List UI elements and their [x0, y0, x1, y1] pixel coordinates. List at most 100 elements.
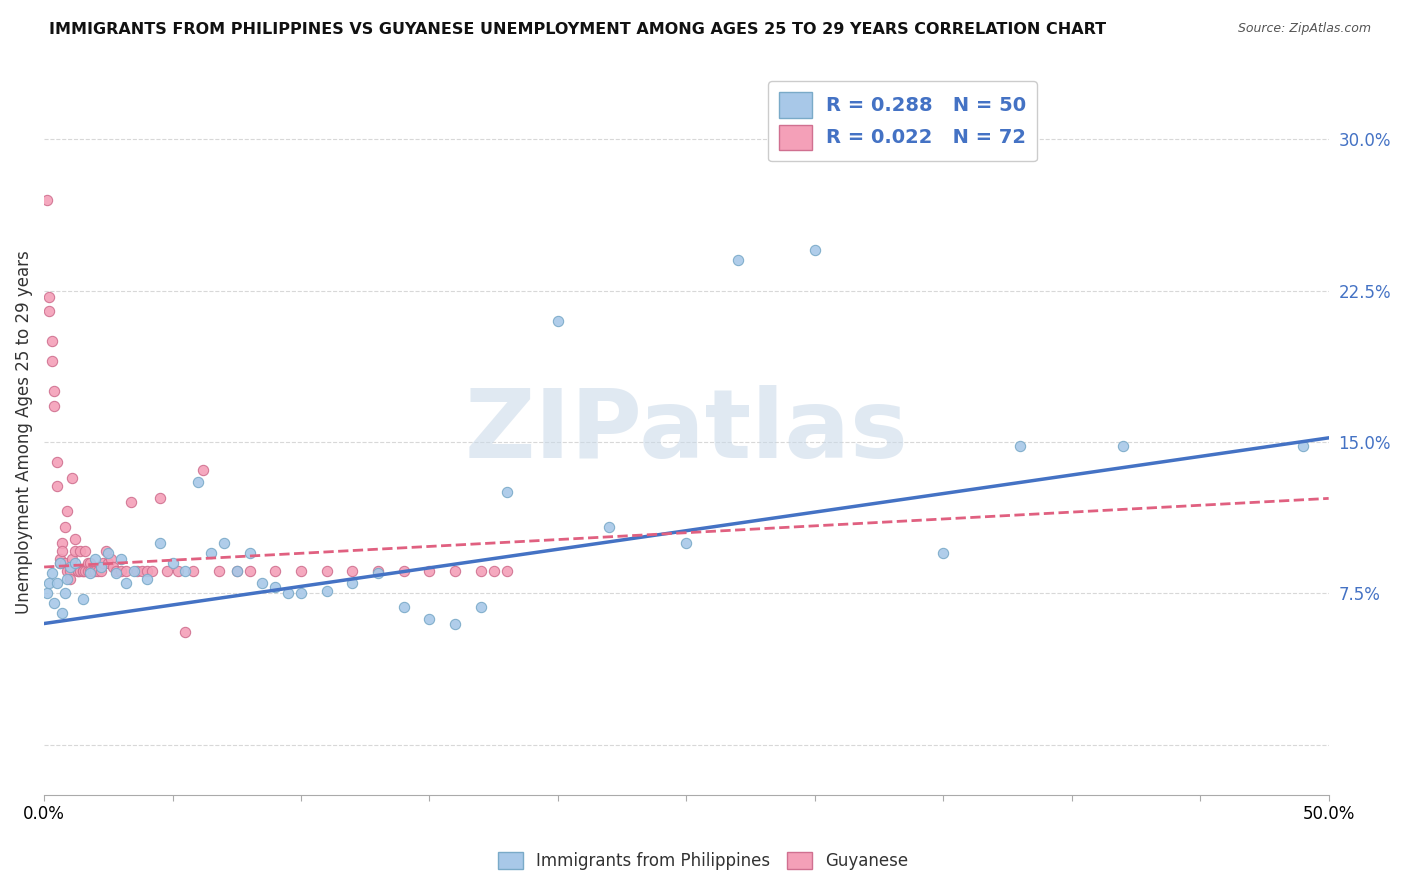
Point	[120, 495, 142, 509]
Point	[367, 564, 389, 578]
Point	[367, 566, 389, 580]
Point	[41, 566, 63, 580]
Point	[66, 564, 89, 578]
Point	[239, 546, 262, 560]
Point	[162, 556, 184, 570]
Point	[41, 354, 63, 368]
Point	[51, 544, 73, 558]
Point	[342, 576, 364, 591]
Point	[35, 193, 58, 207]
Point	[48, 556, 70, 570]
Point	[72, 564, 94, 578]
Point	[125, 564, 148, 578]
Point	[38, 576, 60, 591]
Point	[76, 564, 98, 578]
Point	[115, 564, 138, 578]
Text: ZIPatlas: ZIPatlas	[464, 385, 908, 478]
Point	[115, 576, 138, 591]
Point	[59, 564, 82, 578]
Point	[315, 564, 337, 578]
Text: Source: ZipAtlas.com: Source: ZipAtlas.com	[1237, 22, 1371, 36]
Point	[48, 556, 70, 570]
Point	[53, 586, 76, 600]
Point	[149, 536, 172, 550]
Point	[94, 544, 117, 558]
Point	[38, 303, 60, 318]
Point	[63, 544, 86, 558]
Point	[239, 564, 262, 578]
Point	[63, 532, 86, 546]
Point	[46, 576, 69, 591]
Point	[41, 334, 63, 348]
Point	[84, 564, 107, 578]
Text: IMMIGRANTS FROM PHILIPPINES VS GUYANESE UNEMPLOYMENT AMONG AGES 25 TO 29 YEARS C: IMMIGRANTS FROM PHILIPPINES VS GUYANESE …	[49, 22, 1107, 37]
Point	[66, 564, 89, 578]
Point	[75, 544, 97, 558]
Point	[122, 564, 145, 578]
Point	[444, 564, 467, 578]
Point	[100, 552, 122, 566]
Legend: R = 0.288   N = 50, R = 0.022   N = 72: R = 0.288 N = 50, R = 0.022 N = 72	[768, 81, 1038, 161]
Point	[727, 253, 749, 268]
Point	[290, 586, 312, 600]
Point	[59, 560, 82, 574]
Point	[53, 519, 76, 533]
Point	[166, 564, 188, 578]
Point	[264, 580, 287, 594]
Point	[1112, 439, 1135, 453]
Point	[212, 536, 235, 550]
Point	[1010, 439, 1032, 453]
Point	[470, 600, 492, 615]
Point	[105, 564, 128, 578]
Point	[181, 564, 204, 578]
Point	[75, 564, 97, 578]
Point	[131, 564, 153, 578]
Point	[1292, 439, 1315, 453]
Point	[69, 544, 91, 558]
Point	[82, 564, 104, 578]
Point	[208, 564, 231, 578]
Point	[135, 572, 157, 586]
Point	[804, 243, 827, 257]
Legend: Immigrants from Philippines, Guyanese: Immigrants from Philippines, Guyanese	[492, 847, 914, 875]
Point	[38, 289, 60, 303]
Point	[110, 564, 132, 578]
Point	[392, 600, 415, 615]
Point	[156, 564, 179, 578]
Point	[56, 503, 79, 517]
Y-axis label: Unemployment Among Ages 25 to 29 years: Unemployment Among Ages 25 to 29 years	[15, 250, 32, 614]
Point	[315, 584, 337, 599]
Point	[110, 552, 132, 566]
Point	[56, 564, 79, 578]
Point	[72, 592, 94, 607]
Point	[547, 314, 569, 328]
Point	[444, 616, 467, 631]
Point	[105, 566, 128, 580]
Point	[392, 564, 415, 578]
Point	[252, 576, 274, 591]
Point	[598, 519, 620, 533]
Point	[225, 564, 247, 578]
Point	[932, 546, 955, 560]
Point	[84, 552, 107, 566]
Point	[44, 384, 66, 399]
Point	[53, 556, 76, 570]
Point	[418, 564, 440, 578]
Point	[44, 596, 66, 610]
Point	[60, 471, 83, 485]
Point	[90, 560, 112, 574]
Point	[46, 479, 69, 493]
Point	[59, 572, 82, 586]
Point	[193, 463, 215, 477]
Point	[69, 564, 91, 578]
Point	[48, 552, 70, 566]
Point	[90, 564, 112, 578]
Point	[495, 564, 517, 578]
Point	[79, 566, 101, 580]
Point	[277, 586, 299, 600]
Point	[46, 455, 69, 469]
Point	[470, 564, 492, 578]
Point	[35, 586, 58, 600]
Point	[675, 536, 697, 550]
Point	[200, 546, 222, 560]
